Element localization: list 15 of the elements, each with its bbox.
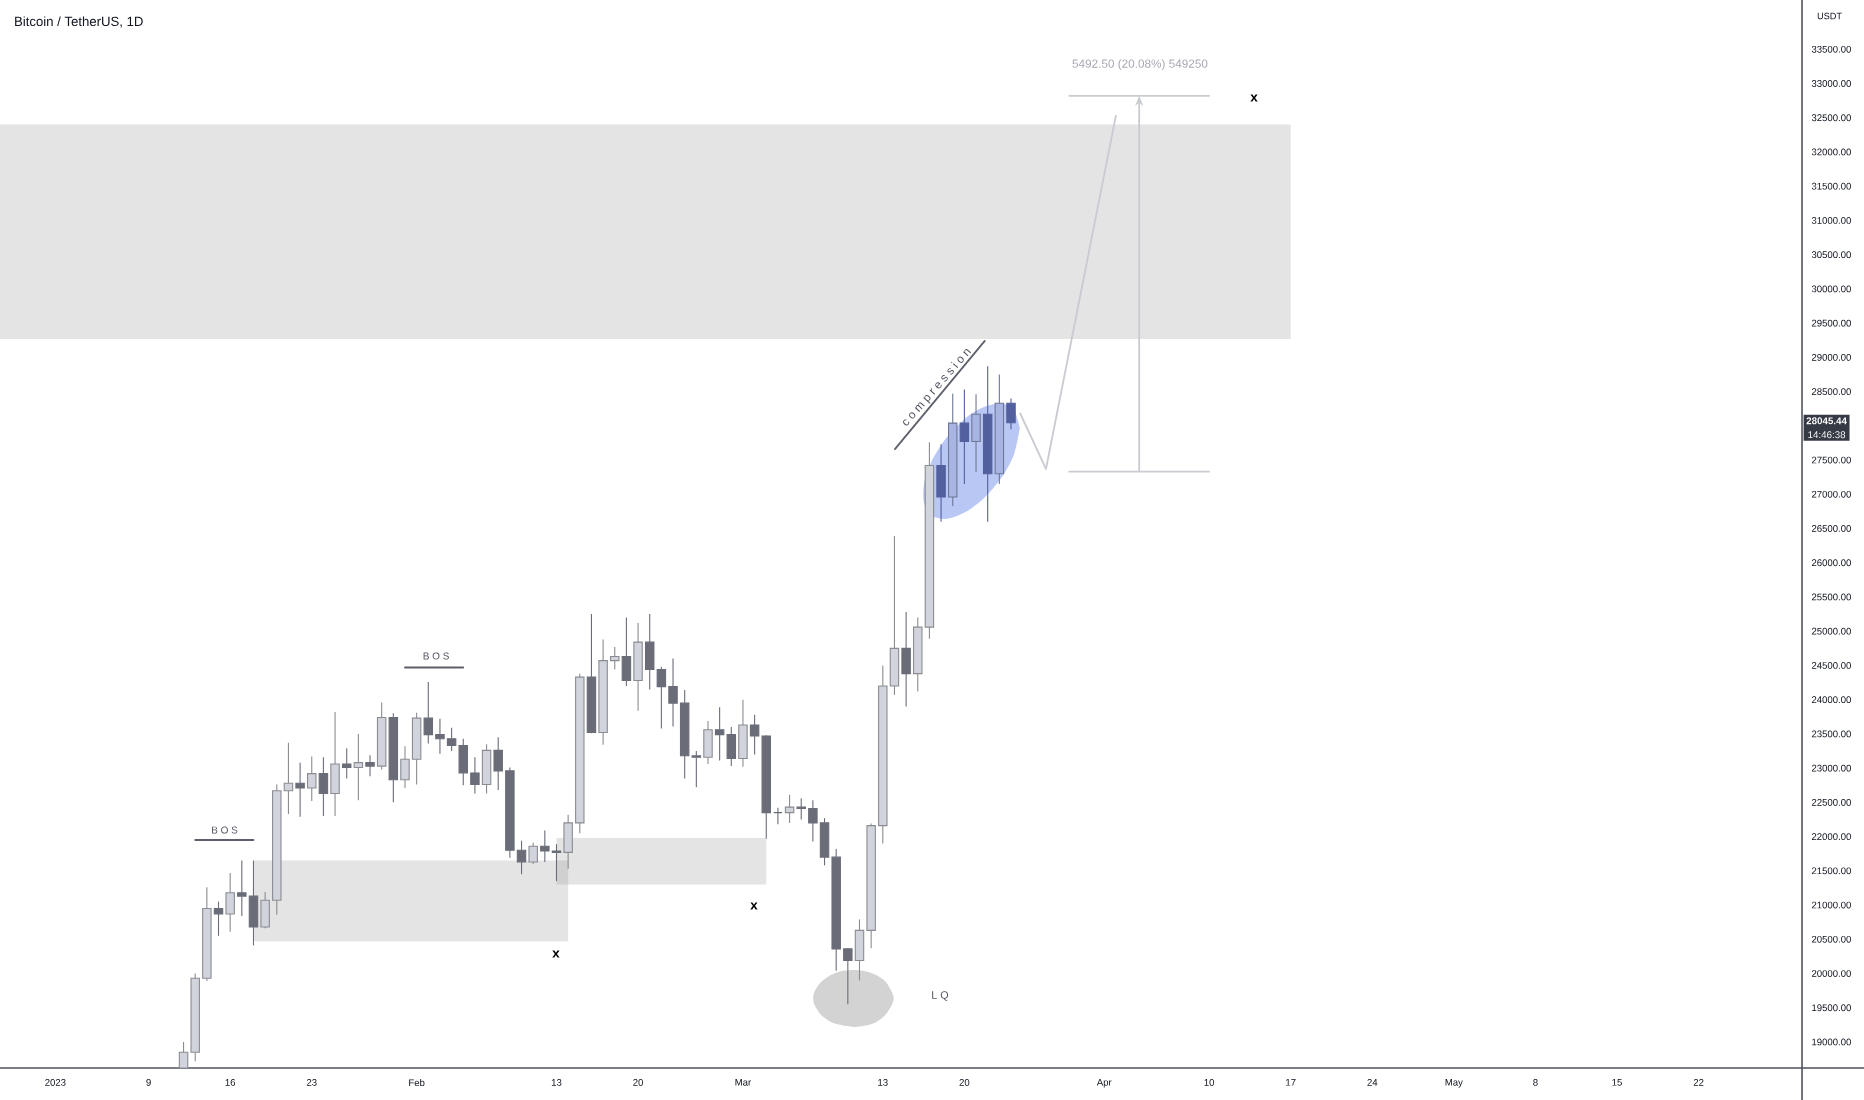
candlestick: [738, 699, 748, 768]
candlestick: [959, 388, 970, 485]
candlestick: [982, 365, 993, 523]
candlestick: [971, 393, 981, 473]
candlestick: [994, 373, 1005, 485]
candlestick: [330, 711, 340, 817]
candlestick: [703, 720, 713, 765]
candlestick: [353, 733, 364, 801]
candlestick: [1006, 397, 1016, 430]
candlestick: [901, 611, 911, 708]
candlestick: [318, 756, 329, 817]
candlestick: [936, 443, 946, 523]
candlestick: [633, 622, 643, 712]
candlestick: [365, 754, 375, 777]
candlestick: [295, 762, 305, 818]
